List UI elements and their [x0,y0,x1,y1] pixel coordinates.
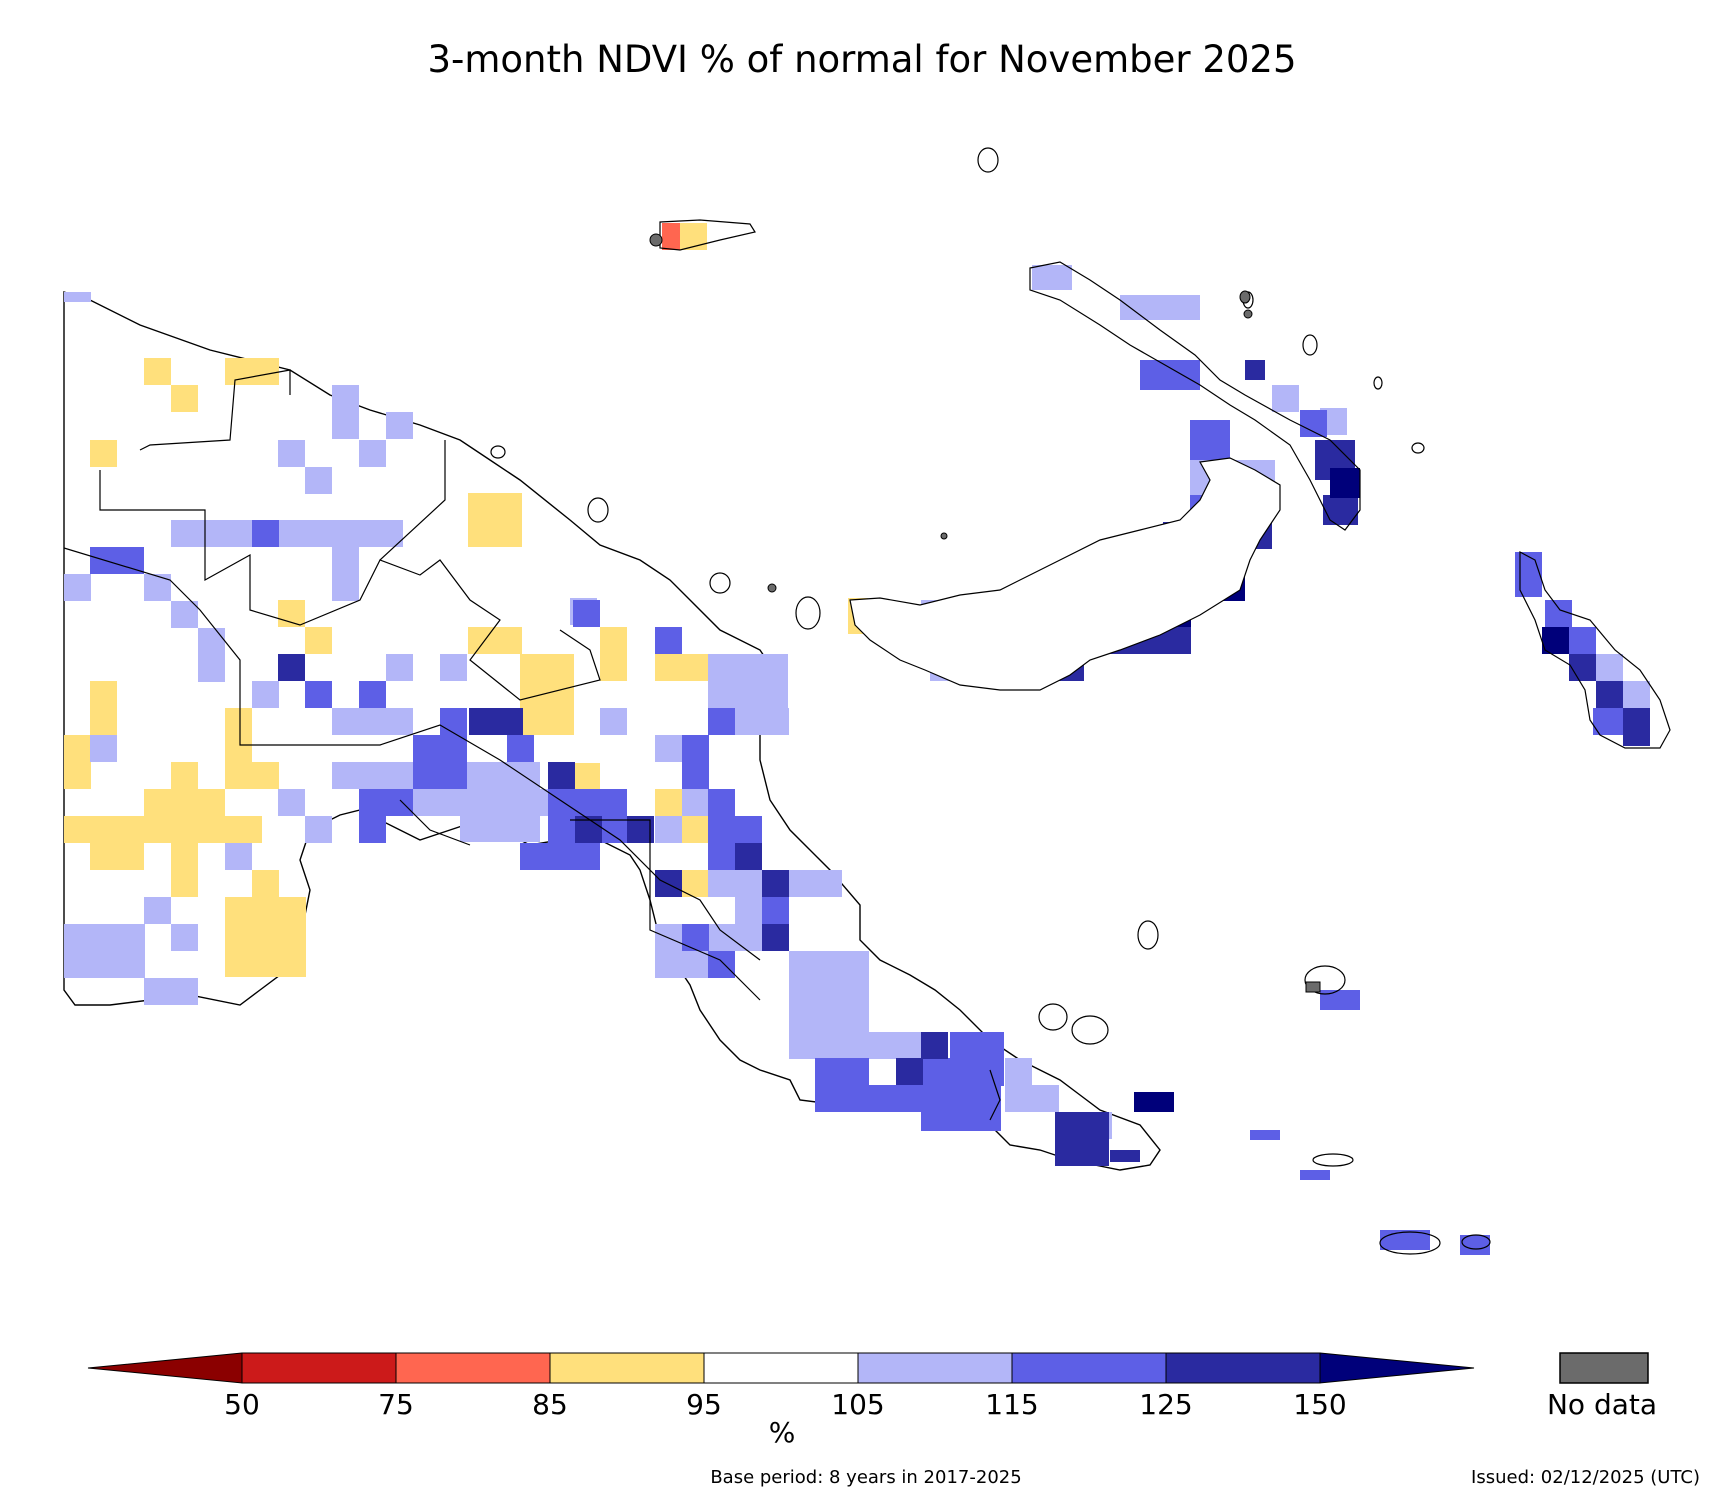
colorbar-tick-label: 125 [1139,1388,1193,1421]
colorbar-tick-label: 95 [686,1388,722,1421]
colorbar-tick-label: 150 [1293,1388,1347,1421]
colorbar-unit-label: % [768,1416,796,1449]
issued-date-note: Issued: 02/12/2025 (UTC) [1471,1467,1700,1488]
nodata-swatch [1559,1352,1649,1384]
colorbar-bin-50-75 [241,1352,397,1384]
colorbar-tick-label: 105 [831,1388,885,1421]
colorbar-tick-label: 115 [985,1388,1039,1421]
base-period-note: Base period: 8 years in 2017-2025 [710,1467,1022,1488]
colorbar-tick-label: 50 [224,1388,260,1421]
nodata-label: No data [1546,1388,1658,1421]
bougainville-island [1519,551,1671,749]
nodata-patches [649,233,1321,993]
colorbar-bin-105-115 [857,1352,1013,1384]
manus-island [659,219,756,251]
colorbar-bin-125-150 [1165,1352,1321,1384]
colorbar-extend-low [87,1352,243,1384]
colorbar-bin-115-125 [1011,1352,1167,1384]
new-britain-island [849,457,1281,691]
colorbar-bin-85-95 [549,1352,705,1384]
islands [490,147,1671,1255]
colorbar-bin-95-105 [703,1352,859,1384]
new-ireland-island [1029,261,1361,531]
ndvi-map [63,147,1671,1255]
colorbar-bin-75-85 [395,1352,551,1384]
colorbar-tick-label: 75 [378,1388,414,1421]
province-boundaries [63,369,1001,1121]
map-title: 3-month NDVI % of normal for November 20… [427,38,1297,81]
colorbar-tick-label: 85 [532,1388,568,1421]
colorbar-extend-high [1319,1352,1475,1384]
